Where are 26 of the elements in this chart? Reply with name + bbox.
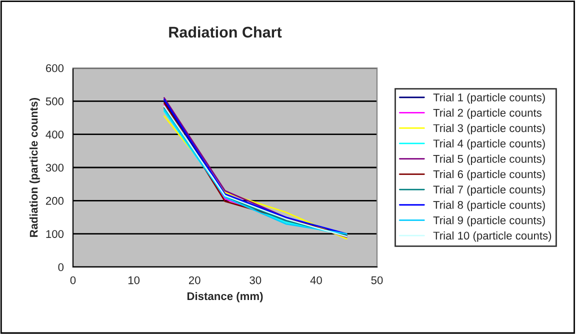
legend-label: Trial 5 (particle counts)	[433, 154, 545, 165]
legend-label: Trial 3 (particle counts)	[433, 124, 545, 134]
y-axis-title: Radiation (particle counts)	[30, 98, 40, 237]
x-tick-label: 0	[70, 276, 76, 284]
x-tick-label: 40	[310, 276, 322, 284]
y-tick-label: 200	[46, 196, 64, 205]
legend-label: Trial 10 (particle counts)	[433, 231, 552, 242]
legend-label: Trial 6 (particle counts)	[433, 170, 545, 180]
x-tick-label: 50	[371, 276, 383, 284]
legend-label: Trial 7 (particle counts)	[433, 185, 545, 196]
x-axis-title: Distance (mm)	[187, 292, 263, 302]
x-tick-label: 10	[128, 276, 140, 284]
y-tick-label: 600	[46, 64, 64, 72]
y-tick-label: 100	[46, 230, 64, 238]
y-tick-label: 400	[46, 130, 64, 138]
legend-label: Trial 8 (particle counts)	[433, 200, 545, 212]
chart-title: Radiation Chart	[169, 26, 282, 38]
y-tick-label: 500	[46, 97, 64, 106]
legend-label: Trial 4 (particle counts)	[433, 139, 545, 150]
legend-label: Trial 1 (particle counts)	[433, 93, 545, 104]
x-tick-label: 30	[250, 276, 262, 284]
legend-label: Trial 2 (particle counts	[433, 108, 542, 119]
y-tick-label: 300	[46, 164, 64, 172]
legend-label: Trial 9 (particle counts)	[433, 216, 545, 226]
x-tick-label: 20	[188, 276, 200, 284]
y-tick-label: 0	[58, 263, 64, 272]
